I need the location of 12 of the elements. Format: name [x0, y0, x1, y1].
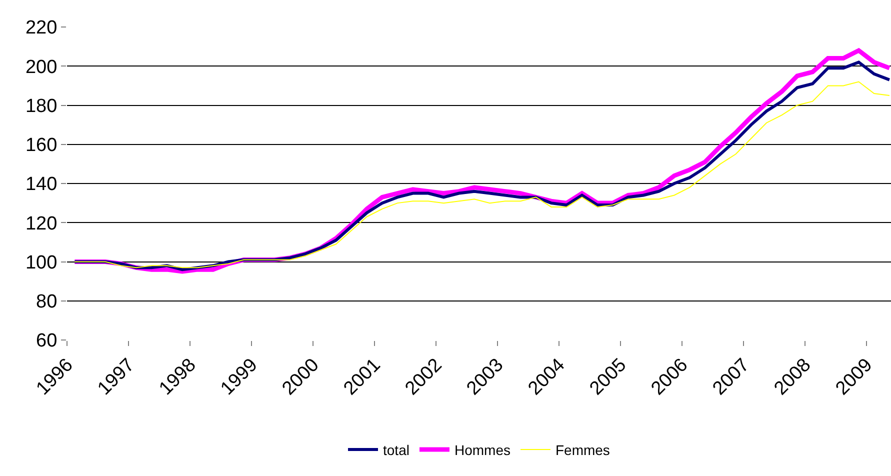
- y-tick-label: 120: [25, 213, 58, 234]
- y-tick-label: 180: [25, 96, 58, 117]
- y-tick-label: 200: [25, 56, 58, 78]
- y-tick-label: 60: [36, 330, 58, 352]
- y-tick-label: 140: [25, 174, 58, 196]
- y-tick-label: 160: [25, 135, 58, 156]
- legend-label: total: [383, 442, 410, 458]
- legend-label: Hommes: [454, 442, 510, 458]
- y-tick-label: 80: [36, 292, 58, 313]
- y-tick-label: 220: [25, 18, 58, 39]
- legend-label: Femmes: [555, 442, 610, 458]
- y-tick-label: 100: [25, 252, 58, 274]
